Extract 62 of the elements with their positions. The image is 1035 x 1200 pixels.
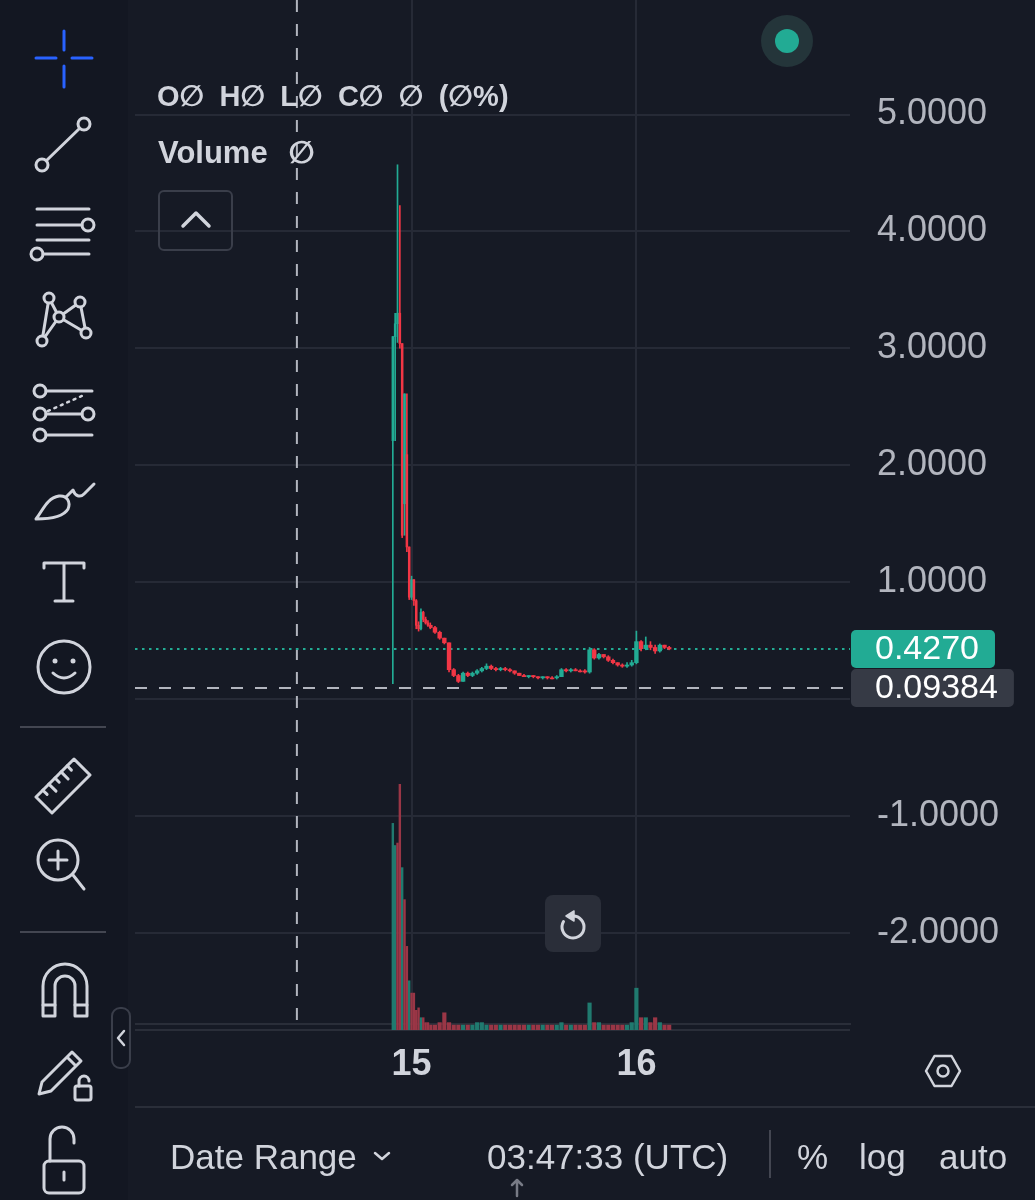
bar <box>526 1024 531 1030</box>
bar <box>568 1024 573 1030</box>
bar <box>531 1024 536 1030</box>
y-tick-label: 4.0000 <box>877 208 988 250</box>
bar <box>517 1024 522 1030</box>
bar <box>403 899 406 1030</box>
bar <box>442 1012 447 1030</box>
text: log <box>859 1136 906 1178</box>
bar <box>484 1024 489 1030</box>
bar <box>432 1024 438 1030</box>
bar <box>535 1024 541 1030</box>
bar <box>624 1024 630 1030</box>
bar <box>493 1024 498 1030</box>
y-tick-label: 5.0000 <box>877 91 988 133</box>
bar <box>456 1024 461 1030</box>
bar <box>564 1024 569 1030</box>
bar <box>601 1024 606 1030</box>
bar <box>470 1024 475 1030</box>
bar <box>573 1024 578 1030</box>
y-tick-label: 2.0000 <box>877 442 988 484</box>
bar <box>592 1022 597 1030</box>
chart-title: Volume ∅ <box>158 135 315 171</box>
candlestick <box>403 393 406 536</box>
bar <box>461 1024 466 1030</box>
x-tick-label: 15 <box>391 1042 432 1084</box>
bar <box>643 1017 648 1030</box>
bar <box>451 1024 456 1030</box>
bar <box>638 1017 644 1030</box>
bar <box>582 1024 587 1030</box>
text: % <box>797 1136 829 1178</box>
text: auto <box>939 1136 1008 1178</box>
y-tick-label: -2.0000 <box>877 909 1000 951</box>
candlestick <box>410 575 413 600</box>
bar <box>596 1022 602 1030</box>
bar <box>615 1024 620 1030</box>
bar <box>489 1024 494 1030</box>
bar <box>540 1024 545 1030</box>
bar <box>507 1024 513 1030</box>
bar <box>465 1024 470 1030</box>
bar <box>634 987 639 1030</box>
y-tick-label: -1.0000 <box>877 792 1000 834</box>
annotation: O∅ H∅ L∅ C∅ ∅ (∅%) <box>157 80 509 114</box>
bar <box>657 1022 662 1030</box>
bar <box>521 1024 527 1030</box>
bar <box>503 1024 508 1030</box>
text: 03:47:33 (UTC) <box>487 1136 729 1178</box>
candlestick <box>422 610 425 623</box>
bar <box>498 1024 503 1030</box>
x-tick-label: 16 <box>616 1042 657 1084</box>
bar <box>545 1024 550 1030</box>
bar <box>620 1024 625 1030</box>
y-tick-label: 3.0000 <box>877 325 988 367</box>
bar <box>587 1002 592 1030</box>
bar <box>559 1022 564 1030</box>
bar <box>662 1024 667 1030</box>
y-tick-label: 1.0000 <box>877 558 988 600</box>
ref-line-label: 0.4270 <box>875 628 979 667</box>
bar <box>606 1024 611 1030</box>
ref-line-label: 0.09384 <box>875 667 998 706</box>
bar <box>610 1024 616 1030</box>
bar <box>512 1024 517 1030</box>
text: Date Range <box>170 1136 357 1178</box>
